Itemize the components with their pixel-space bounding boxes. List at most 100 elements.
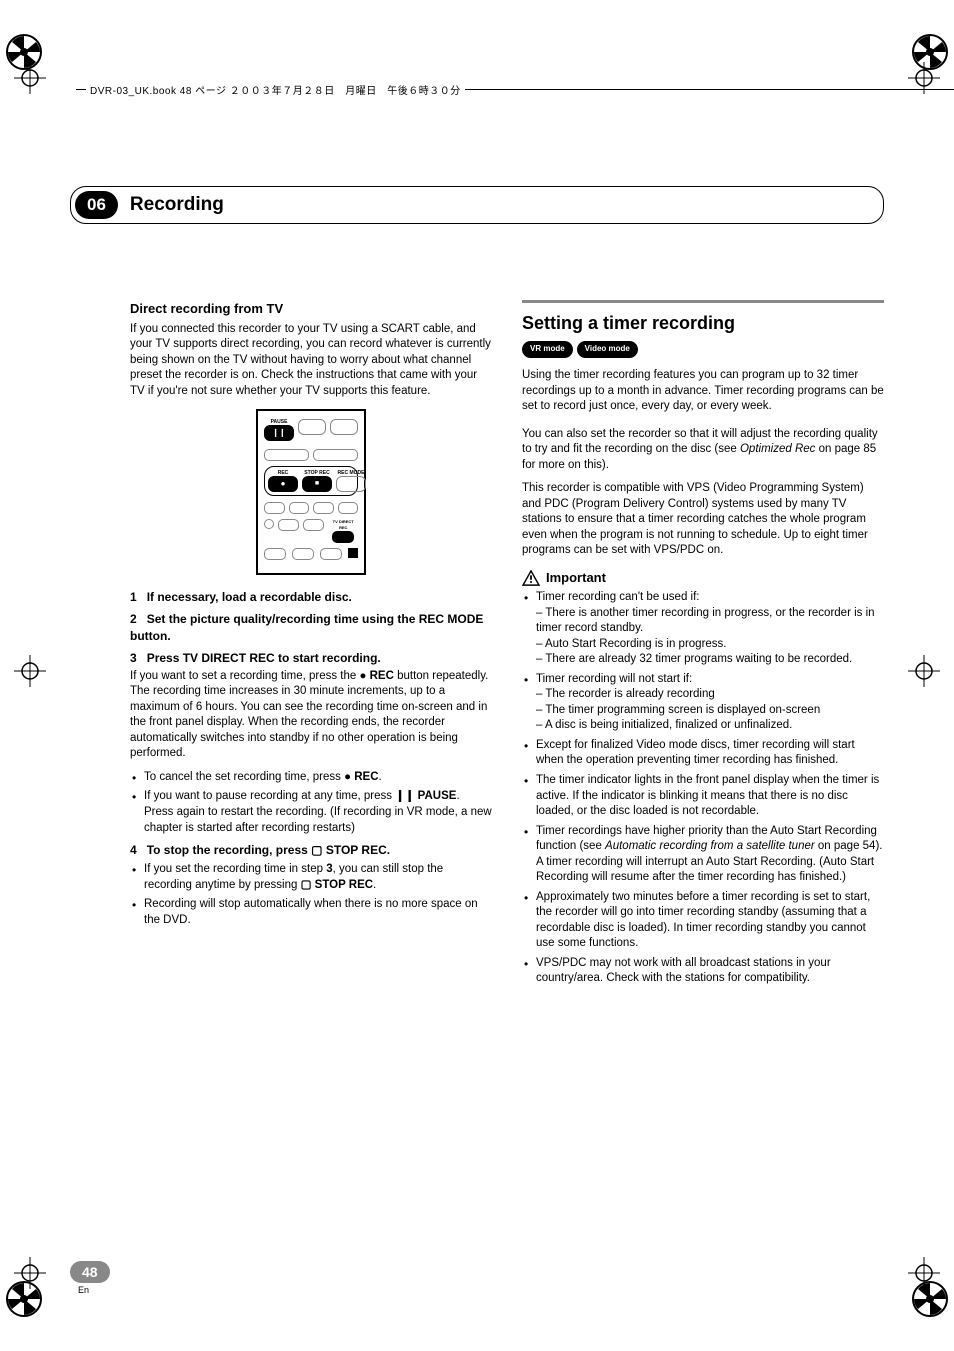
- book-header-line: DVR-03_UK.book 48 ページ ２００３年７月２８日 月曜日 午後６…: [86, 82, 465, 97]
- rec-button-label: ● REC: [344, 771, 378, 783]
- blank-wide-button-icon: [313, 449, 358, 461]
- list-item: VPS/PDC may not work with all broadcast …: [522, 956, 884, 987]
- optimized-rec-ref: Optimized Rec: [740, 443, 815, 455]
- registration-mark-icon: [14, 1257, 46, 1289]
- content-columns: Direct recording from TV If you connecte…: [130, 300, 884, 991]
- important-heading: Important: [522, 569, 884, 587]
- rec-button-label: ● REC: [359, 670, 393, 682]
- imp-3: Except for finalized Video mode discs, t…: [536, 739, 855, 767]
- remote-tvdirect-label: TV DIRECT REC: [328, 519, 358, 531]
- imp-2a: – The recorder is already recording: [536, 687, 884, 703]
- page-number: 48: [70, 1261, 110, 1283]
- video-mode-badge: Video mode: [577, 341, 638, 358]
- fan-mark-icon: [4, 1279, 44, 1319]
- bullet-text-cancel-1: To cancel the set recording time, press: [144, 771, 344, 783]
- fan-mark-icon: [910, 1279, 950, 1319]
- imp-2b: – The timer programming screen is displa…: [536, 703, 884, 719]
- right-column: Setting a timer recording VR mode Video …: [522, 300, 884, 991]
- step-1-number: 1: [130, 590, 137, 604]
- page-footer: 48 En: [70, 1261, 110, 1295]
- blank-button-icon: [278, 519, 299, 531]
- step-4-bullets: If you set the recording time in step 3,…: [130, 862, 492, 928]
- vr-mode-badge: VR mode: [522, 341, 573, 358]
- step-1-heading: 1 If necessary, load a recordable disc.: [130, 589, 492, 605]
- imp-2c: – A disc is being initialized, finalized…: [536, 718, 884, 734]
- step-3-bullets: To cancel the set recording time, press …: [130, 770, 492, 836]
- step-4-text: To stop the recording, press ▢ STOP REC.: [147, 843, 390, 857]
- step-3-heading: 3 Press TV DIRECT REC to start recording.: [130, 650, 492, 666]
- step-2-heading: 2Set the picture quality/recording time …: [130, 611, 492, 643]
- registration-mark-icon: [14, 62, 46, 94]
- step-3-body-1: If you want to set a recording time, pre…: [130, 670, 359, 682]
- chapter-number-badge: 06: [75, 191, 118, 219]
- step-1-text: If necessary, load a recordable disc.: [147, 590, 352, 604]
- page-language: En: [78, 1285, 110, 1295]
- list-item: Except for finalized Video mode discs, t…: [522, 738, 884, 769]
- list-item: To cancel the set recording time, press …: [130, 770, 492, 786]
- list-item: If you want to pause recording at any ti…: [130, 789, 492, 836]
- stoprec-button-label: ▢ STOP REC: [301, 879, 373, 891]
- step-3-number: 3: [130, 651, 137, 665]
- blank-wide-button-icon: [264, 449, 309, 461]
- list-item: The timer indicator lights in the front …: [522, 773, 884, 820]
- black-square-icon: [348, 548, 358, 558]
- important-bullets: Timer recording can't be used if: – Ther…: [522, 590, 884, 986]
- warning-icon: [522, 570, 540, 586]
- registration-mark-icon: [908, 1257, 940, 1289]
- chapter-title: Recording: [130, 194, 224, 216]
- fan-mark-icon: [910, 32, 950, 72]
- step-2-text: Set the picture quality/recording time u…: [130, 612, 483, 642]
- imp-1b: – Auto Start Recording is in progress.: [536, 637, 884, 653]
- section-heading-direct-recording: Direct recording from TV: [130, 300, 492, 318]
- important-label: Important: [546, 569, 606, 587]
- step-3-text: Press TV DIRECT REC to start recording.: [147, 651, 381, 665]
- bullet-stop-3: .: [373, 879, 376, 891]
- imp-2: Timer recording will not start if:: [536, 673, 692, 685]
- timer-para-2: You can also set the recorder so that it…: [522, 427, 884, 474]
- blank-circle-icon: [264, 519, 274, 529]
- rec-button-icon: ●: [268, 476, 298, 492]
- registration-mark-icon: [14, 655, 46, 687]
- imp-7: VPS/PDC may not work with all broadcast …: [536, 957, 831, 985]
- blank-button-icon: [264, 548, 286, 560]
- fan-mark-icon: [4, 32, 44, 72]
- bullet-auto-stop: Recording will stop automatically when t…: [144, 898, 478, 926]
- bullet-text-cancel-2: .: [379, 771, 382, 783]
- chapter-header: 06 Recording: [70, 186, 884, 224]
- blank-button-icon: [313, 502, 334, 514]
- list-item: If you set the recording time in step 3,…: [130, 862, 492, 893]
- blank-button-icon: [298, 419, 326, 435]
- step-3-body: If you want to set a recording time, pre…: [130, 669, 492, 762]
- blank-button-icon: [264, 502, 285, 514]
- imp-1a: – There is another timer recording in pr…: [536, 606, 884, 637]
- bullet-text-pause-1: If you want to pause recording at any ti…: [144, 790, 395, 802]
- left-column: Direct recording from TV If you connecte…: [130, 300, 492, 991]
- pause-button-label: ❙❙ PAUSE: [395, 790, 456, 802]
- blank-button-icon: [303, 519, 324, 531]
- pause-button-icon: ❙❙: [264, 425, 294, 441]
- stoprec-button-icon: ■: [302, 476, 332, 492]
- step-2-number: 2: [130, 612, 137, 626]
- intro-paragraph: If you connected this recorder to your T…: [130, 322, 492, 400]
- list-item: Recording will stop automatically when t…: [130, 897, 492, 928]
- section-heading-timer: Setting a timer recording: [522, 300, 884, 335]
- timer-para-3: This recorder is compatible with VPS (Vi…: [522, 481, 884, 559]
- imp-6: Approximately two minutes before a timer…: [536, 891, 870, 950]
- blank-button-icon: [338, 502, 359, 514]
- auto-recording-ref: Automatic recording from a satellite tun…: [605, 840, 815, 852]
- tvdirect-button-icon: [332, 531, 354, 543]
- book-header-text: DVR-03_UK.book 48 ページ ２００３年７月２８日 月曜日 午後６…: [86, 86, 465, 97]
- list-item: Timer recording can't be used if: – Ther…: [522, 590, 884, 668]
- remote-diagram: PAUSE ❙❙ REC ● STOP REC ■: [256, 409, 366, 575]
- step-3-body-2: button repeatedly. The recording time in…: [130, 670, 488, 760]
- imp-1: Timer recording can't be used if:: [536, 591, 699, 603]
- list-item: Approximately two minutes before a timer…: [522, 890, 884, 952]
- blank-button-icon: [330, 419, 358, 435]
- bullet-stop-1: If you set the recording time in step: [144, 863, 326, 875]
- blank-button-icon: [320, 548, 342, 560]
- recmode-button-icon: [336, 476, 366, 492]
- step-4-number: 4: [130, 843, 137, 857]
- imp-1c: – There are already 32 timer programs wa…: [536, 652, 884, 668]
- list-item: Timer recordings have higher priority th…: [522, 824, 884, 886]
- registration-mark-icon: [908, 655, 940, 687]
